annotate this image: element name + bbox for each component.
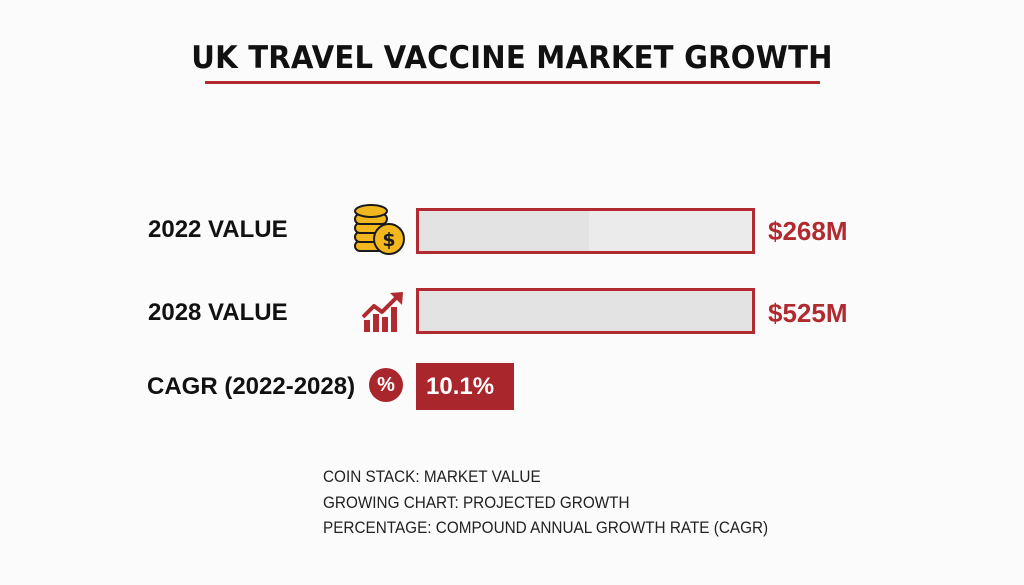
bar-2022-fill bbox=[419, 211, 589, 251]
legend-item-growing-chart: GROWING CHART: PROJECTED GROWTH bbox=[323, 492, 630, 512]
bar-2022-value: $268M bbox=[768, 216, 848, 246]
title-underline bbox=[205, 81, 820, 84]
cagr-label: CAGR (2022-2028) bbox=[147, 373, 356, 400]
growth-chart-icon bbox=[361, 292, 403, 332]
cagr-bar bbox=[416, 363, 514, 410]
row-label-2022: 2022 VALUE bbox=[148, 216, 288, 243]
chart-title: UK TRAVEL VACCINE MARKET GROWTH bbox=[191, 40, 833, 76]
percent-icon: % bbox=[369, 368, 403, 402]
cagr-value: 10.1% bbox=[426, 373, 495, 400]
bar-2028-value: $525M bbox=[768, 298, 848, 328]
bar-2022 bbox=[416, 208, 755, 254]
coin-stack-icon: $ bbox=[354, 204, 405, 255]
row-label-2028: 2028 VALUE bbox=[148, 299, 288, 326]
icon-legend: COIN STACK: MARKET VALUE GROWING CHART: … bbox=[323, 464, 768, 541]
svg-text:$: $ bbox=[382, 229, 395, 251]
legend-item-coin-stack: COIN STACK: MARKET VALUE bbox=[323, 467, 541, 486]
bar-2028 bbox=[416, 288, 755, 334]
bar-2028-fill bbox=[419, 291, 752, 331]
legend-item-percentage: PERCENTAGE: COMPOUND ANNUAL GROWTH RATE … bbox=[323, 518, 769, 537]
